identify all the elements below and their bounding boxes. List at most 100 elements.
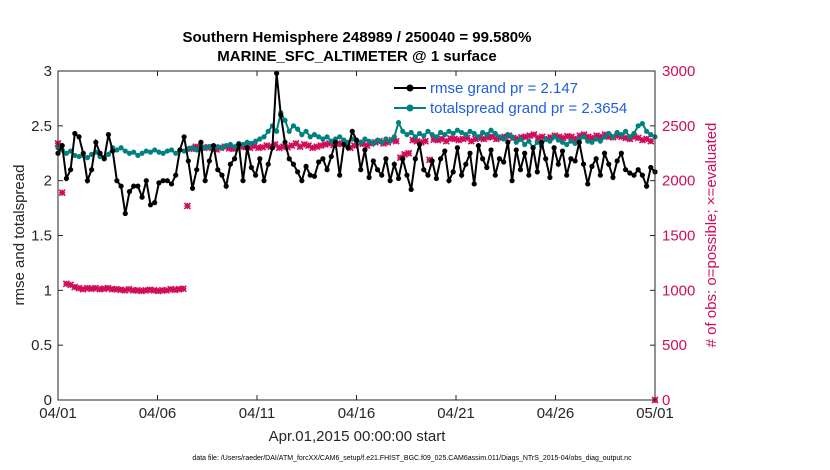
rmse-point [341,141,347,148]
rmse-point [324,167,330,173]
totalspread-point [265,128,271,134]
rmse-point [93,139,99,145]
rmse-point [387,178,393,184]
totalspread-point [252,138,259,144]
rmse-point [564,172,570,178]
rmse-point [526,172,532,178]
obs-point [183,202,191,210]
rmse-point [316,159,322,165]
obs-point [455,136,463,144]
totalspread-point [597,138,603,144]
obs-point [442,137,450,145]
rmse-point [227,161,233,167]
obs-point [284,143,292,151]
totalspread-point [194,147,200,153]
legend-totalspread-marker [406,104,414,112]
obs-point [588,134,596,142]
obs-point [605,133,613,141]
y-tick-label: 0 [44,392,52,409]
rmse-point [538,139,545,145]
rmse-point [631,172,637,178]
obs-point [175,285,183,293]
totalspread-point [328,138,334,144]
rmse-point [240,178,246,184]
totalspread-point [589,139,595,145]
obs-point [104,284,112,292]
rmse-point [290,161,297,167]
totalspread-point [379,139,385,145]
rmse-point [269,145,276,151]
rmse-point [320,156,326,162]
rmse-point [189,185,196,191]
rmse-point [450,169,456,175]
totalspread-point [374,137,381,143]
rmse-point [580,161,587,167]
totalspread-point [543,136,549,142]
rmse-point [97,150,103,156]
x-tick-label: 04/01 [39,405,77,422]
obs-point [192,143,200,151]
obs-point [425,156,434,164]
obs-point [484,133,492,141]
rmse-point [122,210,128,217]
rmse-point [400,156,406,162]
totalspread-point [286,128,292,134]
obs-point [363,142,371,150]
obs-point [292,139,300,147]
totalspread-point [299,132,305,138]
y2-tick-label: 2500 [662,118,695,135]
obs-point [396,154,404,162]
chart-subtitle: MARINE_SFC_ALTIMETER @ 1 surface [217,48,496,65]
obs-point [329,141,338,149]
obs-point [392,137,400,145]
y-tick-label: 1.5 [31,228,52,245]
totalspread-point [189,145,196,151]
totalspread-point [362,136,368,142]
rmse-point [282,139,288,145]
obs-point [530,131,538,139]
y-tick-label: 1 [44,282,52,299]
rmse-point [412,156,418,162]
totalspread-point [437,129,444,136]
obs-point [572,135,580,143]
rmse-point [622,167,629,173]
totalspread-point [564,141,570,148]
obs-point [71,283,79,291]
rmse-point [248,164,254,171]
rmse-point [358,167,364,173]
rmse-point [110,148,116,154]
rmse-point [219,172,225,178]
totalspread-point [622,128,629,134]
y2-tick-label: 500 [662,337,687,354]
totalspread-point [601,134,608,140]
obs-point [250,142,258,150]
rmse-point [421,167,427,173]
rmse-point [383,156,389,162]
totalspread-point [433,134,439,140]
rmse-point [210,142,217,149]
totalspread-point [76,153,82,160]
obs-point [526,132,534,140]
totalspread-point [416,130,423,137]
obs-point [137,287,146,295]
rmse-point [114,178,120,184]
rmse-point [370,158,376,164]
totalspread-point [513,139,519,145]
totalspread-point [517,136,524,142]
rmse-point [425,172,431,178]
totalspread-point [223,142,229,149]
y-tick-label: 3 [44,63,52,80]
rmse-point [143,178,149,184]
rmse-point [543,156,549,162]
rmse-point [597,172,603,178]
rmse-point [572,158,578,164]
rmse-point [475,142,482,149]
obs-point [592,132,601,140]
obs-point [246,144,254,152]
rmse-point [131,183,137,189]
y-axis-label: rmse and totalspread [11,165,28,306]
obs-point [467,137,475,145]
obs-point [559,134,567,142]
obs-point [158,286,166,294]
rmse-point [223,183,229,189]
